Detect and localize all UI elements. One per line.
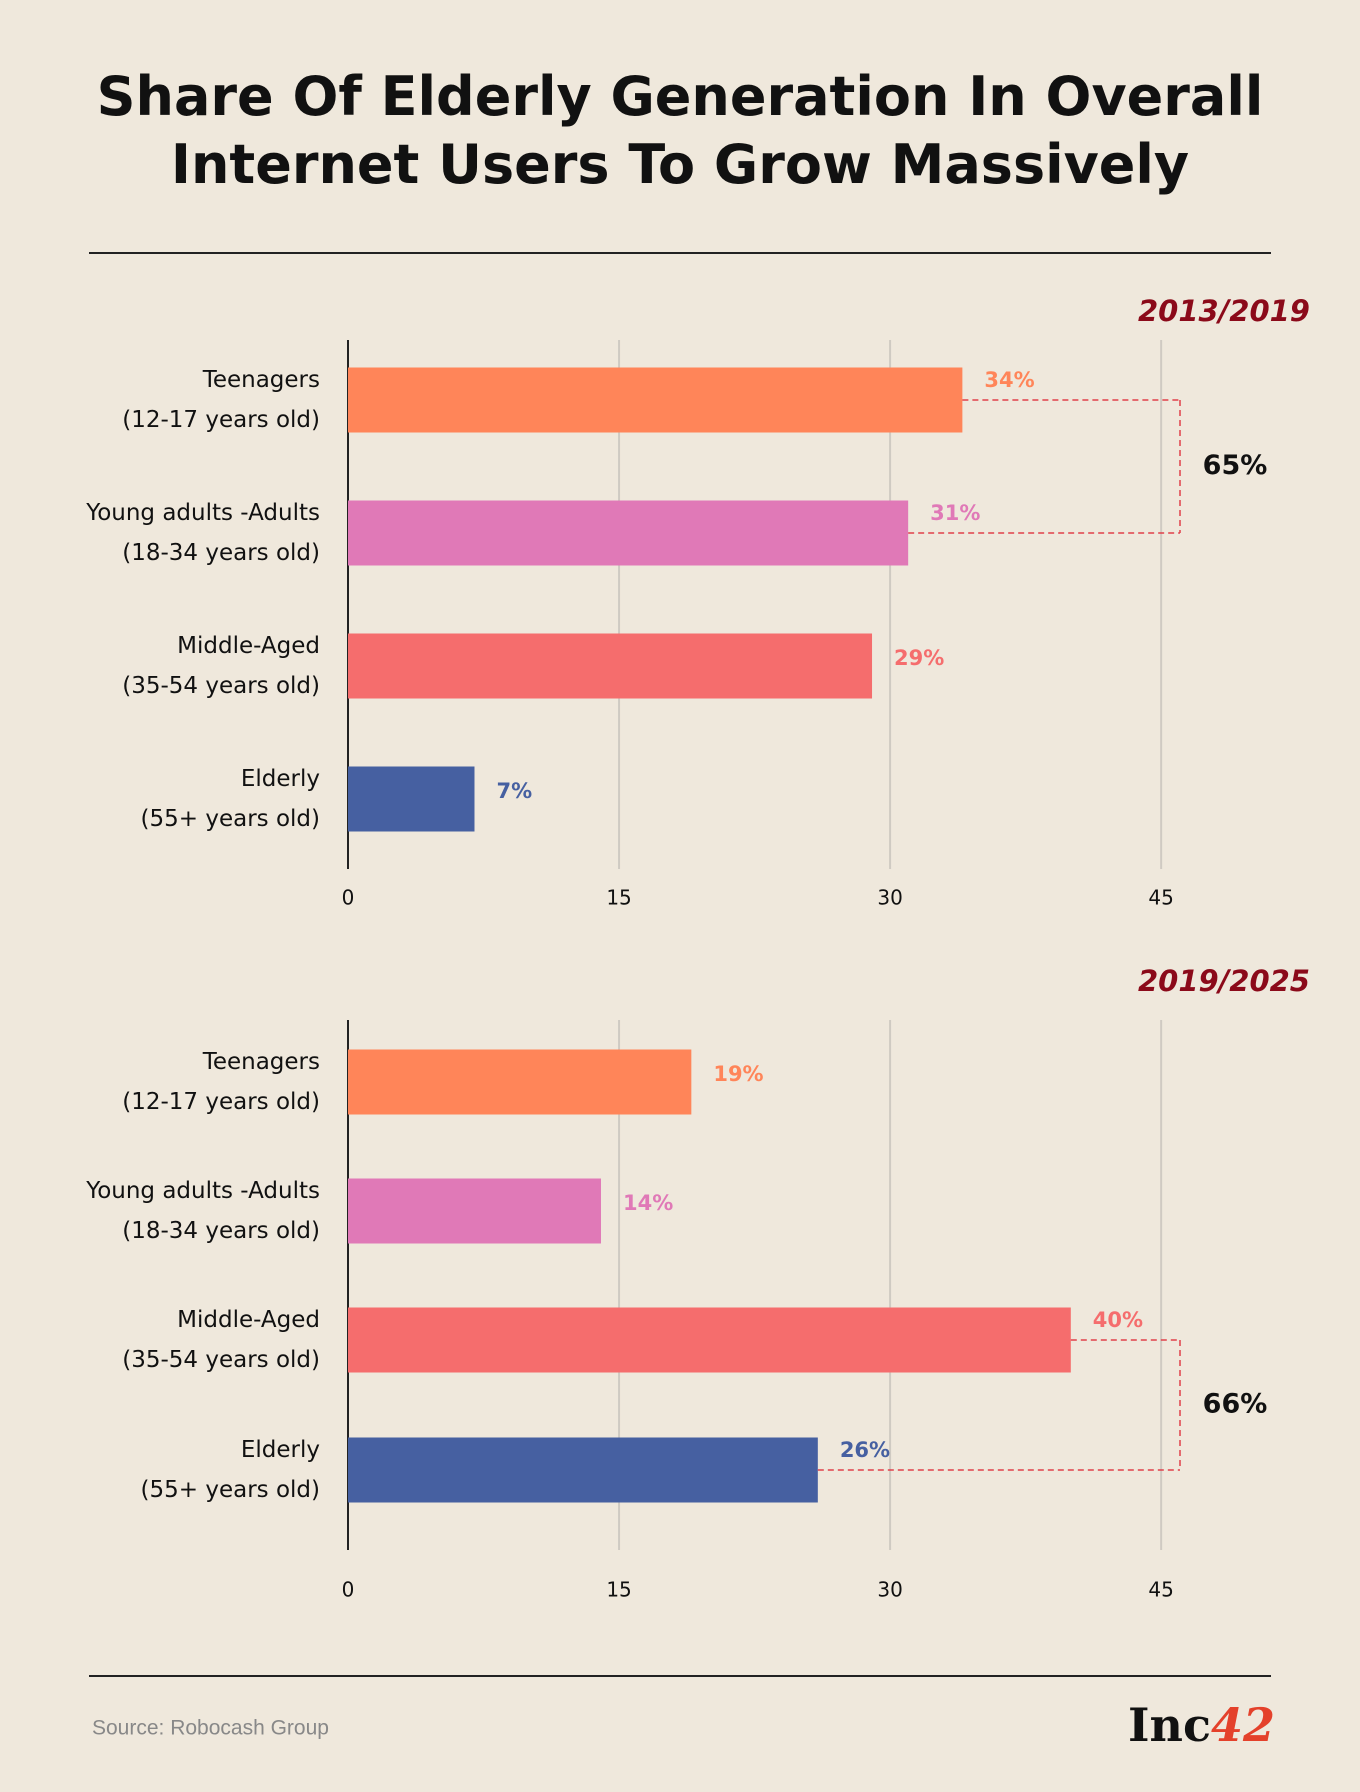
x-tick-label: 45: [1148, 1578, 1173, 1602]
value-label: 26%: [840, 1438, 890, 1462]
value-label: 34%: [984, 368, 1034, 392]
text-line: (18-34 years old): [122, 540, 320, 566]
x-tick-label: 15: [606, 886, 631, 910]
bracket: [817, 1339, 1181, 1471]
chart-title: 2013/2019: [1138, 294, 1310, 328]
category-label: Young adults -Adults (18-34 years old): [85, 500, 320, 566]
category-label: Middle-Aged (35-54 years old): [122, 633, 320, 699]
category-label: Elderly (55+ years old): [141, 766, 320, 832]
text-line: (18-34 years old): [122, 1218, 320, 1244]
text-line: (12-17 years old): [122, 407, 320, 433]
x-tick-label: 45: [1148, 886, 1173, 910]
text-line: Internet Users To Grow Massively: [171, 133, 1189, 196]
source: Source: Robocash Group: [92, 1717, 329, 1740]
value-label: 31%: [930, 501, 980, 525]
bar: [348, 1307, 1071, 1373]
x-tick-label: 0: [342, 1578, 355, 1602]
chart-title: 2019/2025: [1138, 964, 1310, 998]
text-line: Middle-Aged: [177, 633, 320, 659]
annotation: 65%: [1203, 450, 1268, 481]
text-line: Middle-Aged: [177, 1307, 320, 1333]
value-label: 40%: [1093, 1308, 1143, 1332]
x-tick-label: 30: [877, 886, 902, 910]
value-label: 14%: [623, 1191, 673, 1215]
bar: [348, 766, 475, 832]
category-label: Young adults -Adults (18-34 years old): [85, 1178, 320, 1244]
annotation: 66%: [1203, 1389, 1268, 1420]
bar: [348, 1437, 818, 1503]
bracket: [908, 399, 1181, 534]
x-tick-label: 30: [877, 1578, 902, 1602]
text-line: Teenagers: [202, 367, 320, 393]
logo: Inc42: [1128, 1698, 1275, 1752]
x-tick-label: 0: [342, 886, 355, 910]
x-tick-label: 15: [606, 1578, 631, 1602]
value-label: 19%: [713, 1062, 763, 1086]
category-label: Middle-Aged (35-54 years old): [122, 1307, 320, 1373]
text-line: (35-54 years old): [122, 1347, 320, 1373]
bar: [348, 1049, 692, 1115]
text-line: Share Of Elderly Generation In Overall: [97, 65, 1264, 128]
text-line: Young adults -Adults: [85, 500, 320, 526]
bar: [348, 500, 909, 566]
category-label: Teenagers (12-17 years old): [122, 367, 320, 433]
bar: [348, 633, 873, 699]
text-line: (35-54 years old): [122, 673, 320, 699]
text-line: (55+ years old): [141, 1477, 320, 1503]
text-line: Young adults -Adults: [85, 1178, 320, 1204]
text-line: Teenagers: [202, 1049, 320, 1075]
text-line: Elderly: [241, 1437, 320, 1463]
logo-part: 42: [1211, 1698, 1275, 1752]
logo-part: Inc: [1128, 1698, 1211, 1752]
bar: [348, 1178, 601, 1244]
value-label: 7%: [496, 779, 532, 803]
category-label: Teenagers (12-17 years old): [122, 1049, 320, 1115]
text-line: (12-17 years old): [122, 1089, 320, 1115]
value-label: 29%: [894, 646, 944, 670]
text-line: Elderly: [241, 766, 320, 792]
category-label: Elderly (55+ years old): [141, 1437, 320, 1503]
title: Share Of Elderly Generation In Overall In…: [97, 65, 1264, 196]
text-line: (55+ years old): [141, 806, 320, 832]
bar: [348, 367, 963, 433]
